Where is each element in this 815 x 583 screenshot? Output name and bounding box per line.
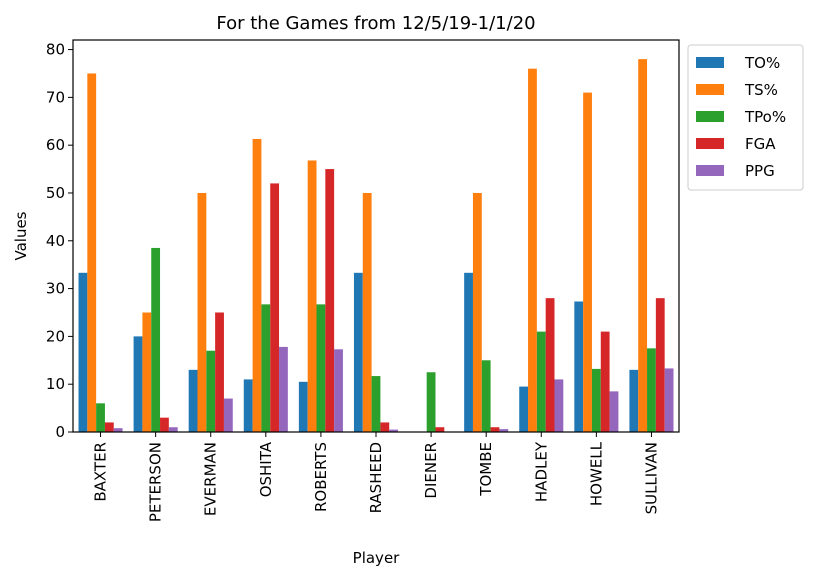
bars-layer xyxy=(78,59,674,433)
bar-ppg-baxter xyxy=(113,428,123,432)
bar-to-pct-baxter xyxy=(78,272,88,432)
y-tick-label: 40 xyxy=(46,232,65,250)
bar-fga-roberts xyxy=(325,169,335,432)
bar-to-pct-howell xyxy=(574,301,584,432)
x-tick-label: SULLIVAN xyxy=(642,442,660,514)
bar-fga-howell xyxy=(600,331,610,432)
legend-label: TPo% xyxy=(744,108,786,126)
y-axis-label: Values xyxy=(12,211,30,260)
bar-to-pct-rasheed xyxy=(353,272,363,432)
y-tick-label: 20 xyxy=(46,327,65,345)
bar-to-pct-tombe xyxy=(464,272,473,432)
bar-ts-pct-tombe xyxy=(472,192,482,432)
bar-ts-pct-hadley xyxy=(528,68,537,433)
y-tick-label: 10 xyxy=(46,375,65,393)
y-tick-label: 60 xyxy=(46,136,65,154)
legend-label: TS% xyxy=(744,81,778,99)
bar-ppg-everman xyxy=(223,398,233,432)
bar-tpo-pct-roberts xyxy=(316,304,326,432)
bar-tpo-pct-oshita xyxy=(261,304,271,432)
bar-ts-pct-everman xyxy=(197,192,207,432)
x-tick-label: TOMBE xyxy=(477,442,495,497)
y-tick-label: 70 xyxy=(46,88,65,106)
bar-ppg-tombe xyxy=(499,429,509,432)
bar-tpo-pct-rasheed xyxy=(371,376,381,432)
legend-swatch xyxy=(696,138,724,149)
bar-ppg-rasheed xyxy=(389,429,399,432)
bar-fga-tombe xyxy=(490,427,500,432)
x-tick-label: OSHITA xyxy=(257,441,275,497)
bar-fga-rasheed xyxy=(380,422,390,432)
x-tick-label: EVERMAN xyxy=(202,442,220,516)
bar-tpo-pct-howell xyxy=(591,368,601,432)
bar-tpo-pct-peterson xyxy=(151,247,161,432)
x-tick-label: HADLEY xyxy=(532,441,550,502)
bar-ppg-roberts xyxy=(334,349,343,432)
bar-ts-pct-peterson xyxy=(142,312,152,432)
bar-fga-sullivan xyxy=(655,298,665,432)
x-tick-label: HOWELL xyxy=(587,441,605,506)
legend-swatch xyxy=(696,57,724,68)
bar-to-pct-roberts xyxy=(298,381,308,432)
legend-swatch xyxy=(696,111,724,122)
bar-to-pct-everman xyxy=(188,369,198,432)
legend-label: FGA xyxy=(745,135,776,153)
bar-ts-pct-oshita xyxy=(252,138,262,432)
bar-ts-pct-rasheed xyxy=(362,192,372,432)
bar-fga-hadley xyxy=(545,298,555,432)
bar-to-pct-hadley xyxy=(519,386,529,432)
x-tick-label: BAXTER xyxy=(92,442,110,502)
y-tick-label: 0 xyxy=(55,423,65,441)
bar-fga-peterson xyxy=(160,417,169,432)
legend-swatch xyxy=(696,165,724,176)
bar-to-pct-peterson xyxy=(133,336,143,432)
bar-ts-pct-baxter xyxy=(87,73,97,433)
bar-to-pct-oshita xyxy=(243,379,253,432)
axes-layer: 0 10 20 30 40 50 60 70 80 BAXTER PETERSON EVERMAN OS… xyxy=(46,41,661,523)
x-tick-label: RASHEED xyxy=(367,442,385,513)
bar-ppg-peterson xyxy=(168,427,178,432)
x-tick-label: DIENER xyxy=(422,442,440,499)
bar-to-pct-sullivan xyxy=(629,369,639,432)
bar-tpo-pct-hadley xyxy=(536,331,546,432)
bar-tpo-pct-baxter xyxy=(96,403,105,432)
bar-ppg-howell xyxy=(609,391,619,432)
bar-ppg-oshita xyxy=(279,346,288,432)
legend-swatch xyxy=(696,84,724,95)
legend-frame xyxy=(687,44,804,191)
bar-ppg-sullivan xyxy=(664,368,674,432)
bar-fga-oshita xyxy=(270,183,280,432)
legend-label: TO% xyxy=(744,54,780,72)
bar-tpo-pct-everman xyxy=(206,350,216,432)
bar-fga-baxter xyxy=(104,422,114,432)
chart-title: For the Games from 12/5/19-1/1/20 xyxy=(216,13,535,34)
bar-fga-everman xyxy=(215,312,224,432)
bar-ts-pct-howell xyxy=(583,92,592,432)
x-tick-label: PETERSON xyxy=(147,442,165,522)
x-tick-label: ROBERTS xyxy=(312,442,330,512)
bar-fga-diener xyxy=(435,427,445,432)
y-tick-label: 50 xyxy=(46,184,65,202)
legend: TO% TS% TPo% FGA PPG xyxy=(687,44,804,191)
bar-ppg-hadley xyxy=(554,379,564,432)
bar-tpo-pct-sullivan xyxy=(647,348,656,432)
bar-ts-pct-sullivan xyxy=(638,59,648,433)
legend-label: PPG xyxy=(745,162,775,180)
bar-tpo-pct-tombe xyxy=(481,360,491,432)
x-axis-label: Player xyxy=(353,549,401,567)
y-tick-label: 80 xyxy=(46,41,65,59)
bar-tpo-pct-diener xyxy=(426,372,436,432)
bar-ts-pct-roberts xyxy=(307,160,317,432)
y-tick-label: 30 xyxy=(46,280,65,298)
